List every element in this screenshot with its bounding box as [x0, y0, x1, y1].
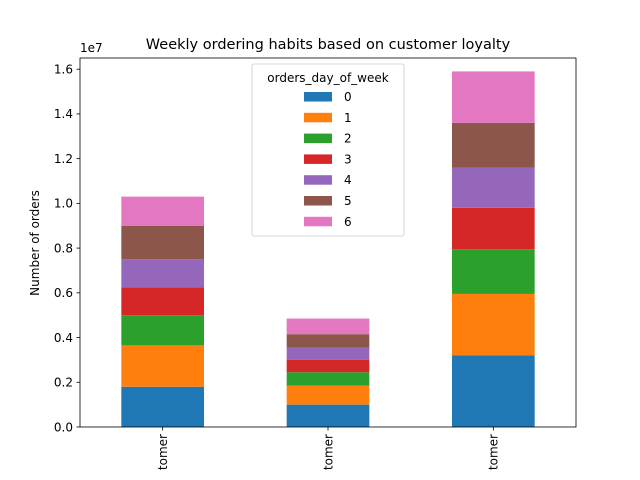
y-tick-label-3: 0.6	[54, 286, 73, 300]
legend-swatch-3	[304, 154, 332, 164]
chart-title: Weekly ordering habits based on customer…	[146, 37, 511, 53]
bar-2-series-2	[452, 249, 535, 294]
legend-swatch-6	[304, 216, 332, 227]
bar-0-series-3	[121, 287, 204, 316]
bar-2-series-5	[452, 122, 535, 168]
y-tick-label-6: 1.2	[54, 152, 73, 166]
legend-label-0: 0	[344, 90, 352, 104]
bar-0-series-5	[121, 225, 204, 260]
y-tick-label-0: 0.0	[54, 420, 73, 434]
bars-group	[121, 71, 535, 427]
legend-label-2: 2	[344, 132, 352, 146]
bar-1-series-5	[286, 334, 370, 348]
legend-label-1: 1	[344, 111, 352, 125]
y-tick-label-5: 1.0	[54, 197, 73, 211]
bar-0-series-0	[121, 386, 204, 427]
bar-0-series-2	[121, 315, 204, 346]
bar-1-series-6	[286, 318, 370, 335]
bar-2-series-6	[452, 71, 535, 123]
x-tick-label-2: tomer	[487, 434, 501, 470]
legend-swatch-0	[304, 92, 332, 102]
bar-2-series-1	[452, 293, 535, 356]
legend-label-5: 5	[344, 194, 352, 208]
legend-title: orders_day_of_week	[267, 71, 388, 85]
bar-2-series-0	[452, 355, 535, 427]
y-axis-label: Number of orders	[28, 190, 42, 296]
bar-1-series-1	[286, 385, 370, 405]
y-offset-label: 1e7	[80, 41, 103, 55]
legend-swatch-2	[304, 133, 332, 144]
bar-1-series-2	[286, 372, 370, 386]
bar-2-series-3	[452, 207, 535, 250]
legend-box	[251, 63, 405, 237]
legend-label-6: 6	[344, 215, 352, 229]
legend-swatch-1	[304, 112, 332, 123]
legend: orders_day_of_week 0 1 2 3 4 5 6	[251, 63, 405, 237]
bar-1-series-0	[286, 404, 370, 427]
legend-swatch-4	[304, 175, 332, 185]
legend-label-3: 3	[344, 152, 352, 166]
x-tick-label-1: tomer	[321, 434, 335, 470]
x-axis: tomer tomer tomer	[156, 427, 501, 470]
x-tick-label-0: tomer	[156, 434, 170, 470]
y-tick-label-1: 0.2	[54, 376, 73, 390]
y-tick-label-4: 0.8	[54, 241, 73, 255]
y-axis: 0.0 0.2 0.4 0.6 0.8 1.0 1.2 1.4 1.6	[54, 62, 80, 434]
bar-0-series-1	[121, 345, 204, 387]
legend-swatch-5	[304, 196, 332, 206]
bar-0-series-6	[121, 196, 204, 226]
bar-0-series-4	[121, 259, 204, 288]
y-tick-label-2: 0.4	[54, 331, 73, 345]
bar-1-series-4	[286, 347, 370, 360]
legend-label-4: 4	[344, 173, 352, 187]
plot-frame	[79, 57, 577, 428]
y-tick-label-8: 1.6	[54, 62, 73, 76]
y-tick-label-7: 1.4	[54, 107, 73, 121]
bar-1-series-3	[286, 359, 370, 373]
bar-2-series-4	[452, 167, 535, 208]
